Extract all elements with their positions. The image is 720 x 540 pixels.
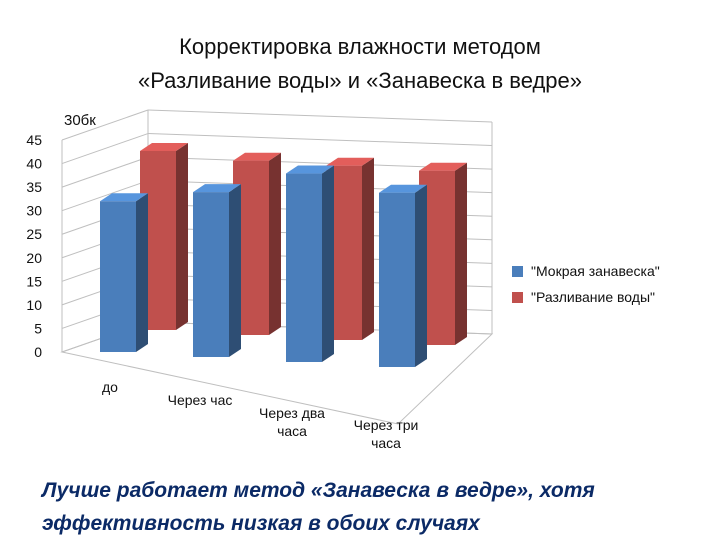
y-tick-label: 15	[26, 273, 42, 289]
legend-label-series-1: "Мокрая занавеска"	[531, 263, 660, 279]
conclusion-text: Лучше работает метод «Занавеска в ведре»…	[42, 474, 692, 540]
x-tick-label-4: Через три часа	[354, 417, 419, 451]
bar-series-1-3-front	[286, 173, 322, 362]
bar-series-1-3-side	[322, 165, 334, 362]
x-tick-label-1: до	[102, 379, 118, 395]
chart-legend: "Мокрая занавеска" "Разливание воды"	[512, 258, 660, 310]
y-tick-label: 0	[34, 344, 42, 360]
legend-item-series-2: "Разливание воды"	[512, 284, 660, 310]
bar-series-1-2	[193, 184, 241, 357]
legend-swatch-series-2	[512, 291, 523, 303]
bar-series-2-4-top	[419, 162, 467, 171]
x-tick-label-line: Через три	[354, 417, 419, 433]
chart-title: Корректировка влажности методом «Разлива…	[60, 30, 660, 98]
x-tick-label-2: Через час	[168, 392, 233, 408]
chart-title-line-2: «Разливание воды» и «Занавеска в ведре»	[138, 68, 582, 93]
bars	[100, 142, 467, 367]
gridline-side	[61, 133, 149, 165]
bar-series-2-2-top	[233, 152, 281, 161]
bar-series-1-1-front	[100, 201, 136, 352]
bar-series-2-1-top	[140, 142, 188, 151]
y-tick-label: 5	[34, 320, 42, 336]
legend-item-series-1: "Мокрая занавеска"	[512, 258, 660, 284]
bar-series-2-4-side	[455, 162, 467, 345]
bar-series-1-1	[100, 193, 148, 352]
x-tick-label-line: часа	[371, 435, 401, 451]
bar-series-2-2-side	[269, 152, 281, 335]
units-label: 30бк	[64, 112, 96, 129]
x-tick-label-line: до	[102, 379, 118, 395]
gridline-side	[61, 180, 149, 212]
bar-series-2-3-side	[362, 157, 374, 340]
gridline-back	[147, 133, 493, 147]
conclusion-line-1: Лучше работает метод «Занавеска в ведре»…	[42, 479, 595, 502]
legend-swatch-series-1	[512, 265, 523, 277]
bar-series-1-3-top	[286, 165, 334, 174]
bar-series-1-4-side	[415, 184, 427, 367]
x-tick-label-line: Через час	[168, 392, 233, 408]
y-tick-label: 45	[26, 132, 42, 148]
bar-series-1-2-front	[193, 192, 229, 357]
y-tick-label: 40	[26, 156, 42, 172]
y-tick-label: 30	[26, 203, 42, 219]
conclusion-line-2: эффективность низкая в обоих случаях	[42, 512, 480, 535]
x-tick-label-line: часа	[277, 423, 307, 439]
bar-series-1-4	[379, 184, 427, 367]
bar-series-2-3-top	[326, 157, 374, 166]
bar-series-1-4-front	[379, 192, 415, 367]
bar-series-1-1-top	[100, 193, 148, 202]
y-tick-label: 10	[26, 297, 42, 313]
bar-series-2-1-side	[176, 142, 188, 330]
chart-title-line-1: Корректировка влажности методом	[179, 34, 541, 59]
bar-series-1-1-side	[136, 193, 148, 352]
bar-series-1-2-side	[229, 184, 241, 357]
y-tick-label: 25	[26, 226, 42, 242]
legend-label-series-2: "Разливание воды"	[531, 289, 655, 305]
x-tick-label-3: Через два часа	[259, 405, 325, 439]
y-tick-label: 35	[26, 179, 42, 195]
gridline-side	[61, 109, 149, 141]
gridline-side	[61, 156, 149, 188]
gridline-back	[147, 109, 493, 123]
bar-series-1-3	[286, 165, 334, 362]
x-tick-label-line: Через два	[259, 405, 325, 421]
y-tick-label: 20	[26, 250, 42, 266]
bar-series-1-4-top	[379, 184, 427, 193]
bar-series-1-2-top	[193, 184, 241, 193]
